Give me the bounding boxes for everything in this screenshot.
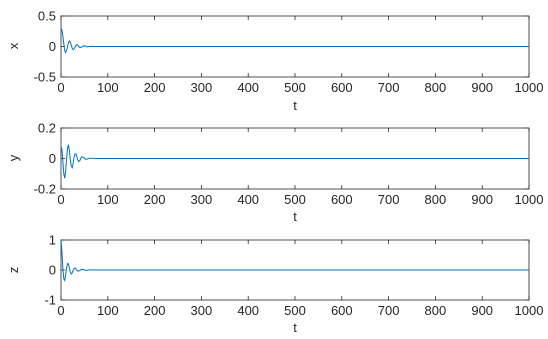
- x-tick-label: 100: [97, 192, 119, 207]
- x-tick-label: 900: [471, 80, 493, 95]
- x-tick-label: 400: [237, 303, 259, 318]
- x-tick-label: 1000: [515, 80, 544, 95]
- x-tick-label: 1000: [515, 303, 544, 318]
- y-tick-label: 1: [49, 233, 56, 248]
- x-axis-label: t: [293, 209, 297, 224]
- x-tick-label: 1000: [515, 192, 544, 207]
- subplot-2: 0 100 200 300 400 500 600 700 800 900 1000-0.200.2…: [6, 121, 543, 225]
- y-tick-label: 0.5: [38, 9, 56, 24]
- x-tick-label: 400: [237, 192, 259, 207]
- y-axis-label: z: [6, 267, 21, 274]
- y-axis-label: x: [6, 42, 21, 49]
- x-tick-label: 700: [378, 303, 400, 318]
- x-tick-label: 300: [191, 192, 213, 207]
- y-tick-label: -1: [44, 293, 56, 308]
- x-tick-label: 0: [57, 303, 64, 318]
- y-tick-label: 0.2: [38, 121, 56, 136]
- x-tick-label: 0: [57, 192, 64, 207]
- x-tick-label: 900: [471, 192, 493, 207]
- x-tick-label: 800: [425, 80, 447, 95]
- x-tick-label: 200: [144, 303, 166, 318]
- x-tick-label: 600: [331, 303, 353, 318]
- y-tick-label: 0: [49, 263, 56, 278]
- x-tick-label: 400: [237, 80, 259, 95]
- subplot-1: 0 100 200 300 400 500 600 700 800 900 1000-0.500.5…: [6, 9, 543, 114]
- x-tick-label: 700: [378, 80, 400, 95]
- x-tick-label: 700: [378, 192, 400, 207]
- x-tick-label: 600: [331, 80, 353, 95]
- y-tick-label: 0: [49, 151, 56, 166]
- x-tick-label: 900: [471, 303, 493, 318]
- series-line-y: [60, 144, 529, 179]
- x-tick-label: 200: [144, 192, 166, 207]
- x-tick-label: 500: [284, 303, 306, 318]
- x-axis-label: t: [293, 98, 297, 113]
- x-axis-label: t: [293, 320, 297, 335]
- x-tick-label: 0: [57, 80, 64, 95]
- x-tick-label: 100: [97, 80, 119, 95]
- x-tick-label: 500: [284, 192, 306, 207]
- y-tick-label: 0: [49, 39, 56, 54]
- x-tick-label: 800: [425, 192, 447, 207]
- x-tick-label: 800: [425, 303, 447, 318]
- y-tick-label: -0.5: [34, 70, 56, 85]
- x-tick-label: 200: [144, 80, 166, 95]
- y-tick-label: -0.2: [34, 182, 56, 197]
- x-tick-label: 100: [97, 303, 119, 318]
- x-tick-label: 300: [191, 80, 213, 95]
- series-line-z: [60, 239, 529, 282]
- y-axis-label: y: [6, 154, 21, 161]
- x-tick-label: 500: [284, 80, 306, 95]
- x-tick-label: 600: [331, 192, 353, 207]
- x-tick-label: 300: [191, 303, 213, 318]
- series-line-x: [60, 27, 529, 54]
